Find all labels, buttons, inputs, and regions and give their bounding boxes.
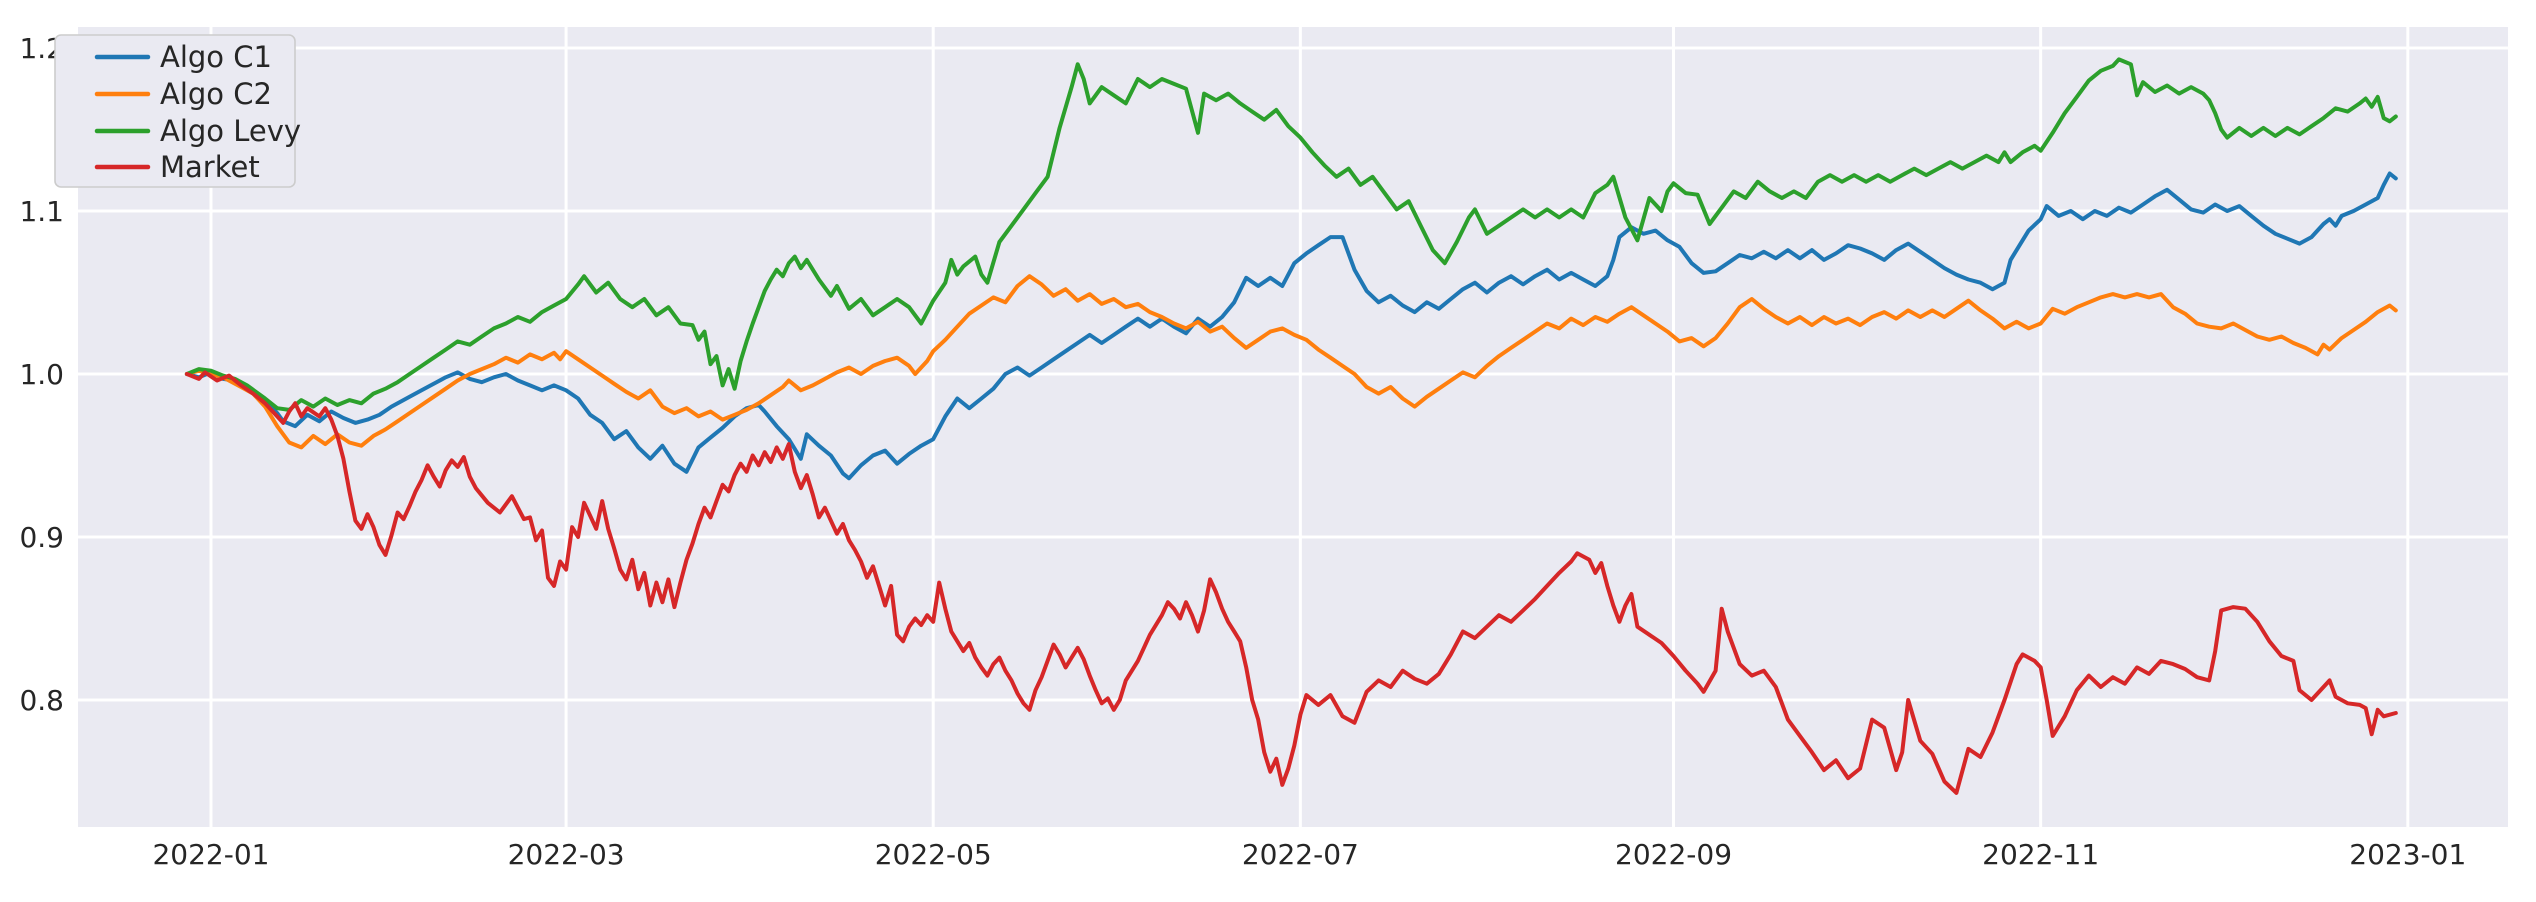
series-line-algo-levy [184, 57, 2398, 412]
x-tick-label: 2023-01 [2349, 838, 2466, 871]
y-tick-label: 0.9 [19, 521, 64, 554]
legend-item-algo-c2: Algo C2 [94, 77, 272, 111]
x-tick-label: 2022-11 [1982, 838, 2099, 871]
series-line-algo-c2 [184, 274, 2398, 450]
legend-item-algo-levy: Algo Levy [94, 114, 301, 148]
x-tick-label: 2022-01 [152, 838, 269, 871]
x-tick-label: 2022-03 [508, 838, 625, 871]
legend-box [54, 34, 296, 188]
series-line-market [184, 370, 2398, 795]
x-tick-label: 2022-09 [1615, 838, 1732, 871]
y-tick-label: 0.8 [19, 684, 64, 717]
series-line-algo-c1 [184, 171, 2398, 481]
legend-item-algo-c1: Algo C1 [94, 40, 272, 74]
x-axis-tick-labels: 2022-01 2022-03 2022-05 2022-07 2022-09 2022-… [152, 838, 2466, 871]
y-tick-label: 1.0 [19, 358, 64, 391]
plot-area [78, 27, 2508, 827]
legend-label: Market [160, 150, 260, 184]
y-tick-label: 1.1 [19, 195, 64, 228]
legend-label: Algo C2 [160, 77, 272, 111]
legend-label: Algo C1 [160, 40, 272, 74]
legend-label: Algo Levy [160, 114, 301, 148]
x-tick-label: 2022-07 [1242, 838, 1359, 871]
legend-item-market: Market [94, 150, 260, 184]
x-tick-label: 2022-05 [875, 838, 992, 871]
